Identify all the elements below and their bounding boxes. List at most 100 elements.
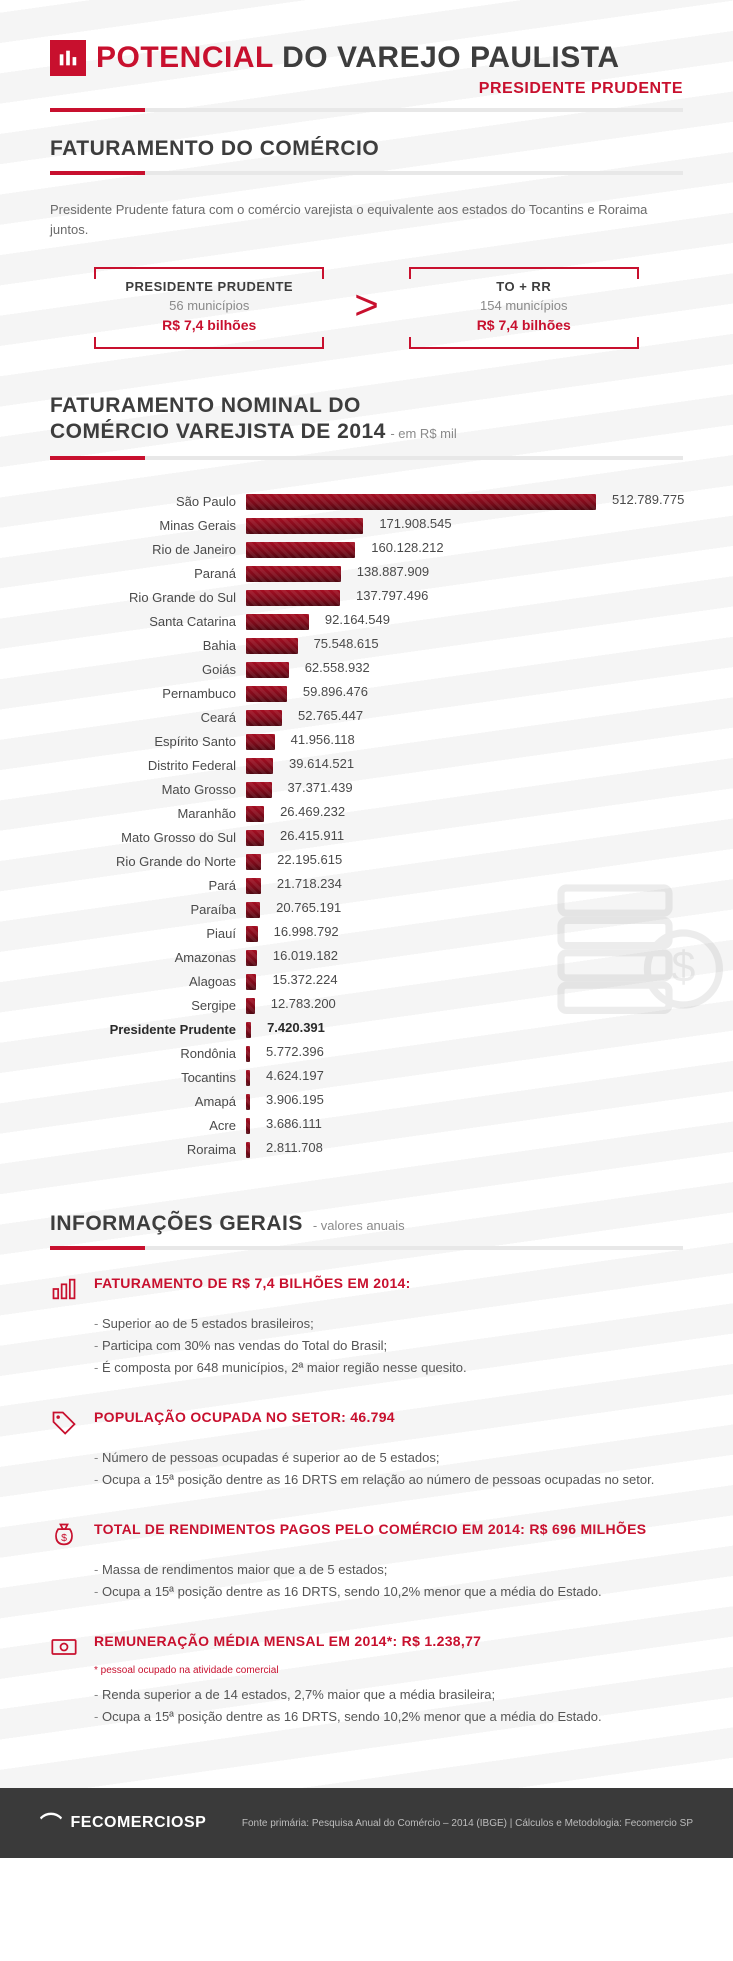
bar-track: 41.956.118	[246, 734, 683, 750]
bar-value: 171.908.545	[379, 516, 451, 531]
info-heading-value: R$ 1.238,77	[397, 1633, 481, 1649]
bar-label: Rio Grande do Norte	[50, 854, 246, 869]
info-bullet: Número de pessoas ocupadas é superior ao…	[94, 1447, 683, 1469]
info-section: $ TOTAL DE RENDIMENTOS PAGOS PELO COMÉRCI…	[50, 1521, 683, 1603]
bar-value: 3.686.111	[266, 1116, 322, 1131]
info-section: POPULAÇÃO OCUPADA NO SETOR: 46.794 Número…	[50, 1409, 683, 1491]
title-emphasis: POTENCIAL	[96, 41, 273, 74]
bar-track: 512.789.775	[246, 494, 683, 510]
bar-fill	[246, 1118, 250, 1134]
page-subtitle: PRESIDENTE PRUDENTE	[50, 80, 683, 98]
info-heading-value: R$ 696 MILHÕES	[525, 1521, 646, 1537]
bar-track: 138.887.909	[246, 566, 683, 582]
compare-right-sub: 154 municípios	[409, 298, 639, 313]
bar-fill	[246, 926, 258, 942]
bar-label: Rio Grande do Sul	[50, 590, 246, 605]
bar-row: Sergipe12.783.200	[50, 994, 683, 1018]
compare-right-value: R$ 7,4 bilhões	[409, 317, 639, 333]
info-head: FATURAMENTO DE R$ 7,4 BILHÕES EM 2014:	[50, 1275, 683, 1305]
divider	[50, 456, 683, 460]
bar-row: Amapá3.906.195	[50, 1090, 683, 1114]
info-footnote: * pessoal ocupado na atividade comercial	[94, 1665, 683, 1676]
info-title: INFORMAÇÕES GERAIS	[50, 1212, 303, 1236]
bar-row: Goiás62.558.932	[50, 658, 683, 682]
tag-icon	[50, 1409, 80, 1439]
bar-track: 16.998.792	[246, 926, 683, 942]
page: POTENCIAL DO VAREJO PAULISTA PRESIDENTE …	[0, 0, 733, 1788]
bar-value: 16.019.182	[273, 948, 338, 963]
bar-row: Santa Catarina 92.164.549	[50, 610, 683, 634]
comparator-symbol: >	[354, 281, 379, 329]
bar-track: 12.783.200	[246, 998, 683, 1014]
info-bullets: Superior ao de 5 estados brasileiros;Par…	[94, 1313, 683, 1379]
bill-icon	[50, 1633, 80, 1663]
info-bullet: Ocupa a 15ª posição dentre as 16 DRTS, s…	[94, 1581, 683, 1603]
bar-fill	[246, 1046, 250, 1062]
bar-track: 92.164.549	[246, 614, 683, 630]
bar-value: 7.420.391	[267, 1020, 325, 1035]
bar-row: Rio Grande do Norte22.195.615	[50, 850, 683, 874]
bar-track: 15.372.224	[246, 974, 683, 990]
bar-value: 62.558.932	[305, 660, 370, 675]
bar-row: Pará21.718.234	[50, 874, 683, 898]
bar-track: 137.797.496	[246, 590, 683, 606]
bar-fill	[246, 950, 257, 966]
bar-value: 92.164.549	[325, 612, 390, 627]
bar-value: 20.765.191	[276, 900, 341, 915]
bar-fill	[246, 686, 287, 702]
bar-label: Paraíba	[50, 902, 246, 917]
info-bullet: Participa com 30% nas vendas do Total do…	[94, 1335, 683, 1357]
bar-label: Sergipe	[50, 998, 246, 1013]
info-head: POPULAÇÃO OCUPADA NO SETOR: 46.794	[50, 1409, 683, 1439]
bar-fill	[246, 566, 341, 582]
bar-row: Tocantins4.624.197	[50, 1066, 683, 1090]
header: POTENCIAL DO VAREJO PAULISTA PRESIDENTE …	[50, 40, 683, 98]
bar-row: Bahia75.548.615	[50, 634, 683, 658]
bar-track: 4.624.197	[246, 1070, 683, 1086]
bar-fill	[246, 902, 260, 918]
bar-value: 5.772.396	[266, 1044, 324, 1059]
svg-text:$: $	[61, 1532, 67, 1544]
bar-track: 7.420.391	[246, 1022, 683, 1038]
bar-label: São Paulo	[50, 494, 246, 509]
bar-value: 16.998.792	[274, 924, 339, 939]
divider	[50, 171, 683, 175]
bar-fill	[246, 758, 273, 774]
bar-row: Ceará52.765.447	[50, 706, 683, 730]
bar-label: Tocantins	[50, 1070, 246, 1085]
chart-title-line1: FATURAMENTO NOMINAL DO	[50, 393, 683, 419]
bar-value: 52.765.447	[298, 708, 363, 723]
bar-label: Pernambuco	[50, 686, 246, 701]
bar-label: Bahia	[50, 638, 246, 653]
bar-track: 20.765.191	[246, 902, 683, 918]
info-heading-text: TOTAL DE RENDIMENTOS PAGOS PELO COMÉRCIO…	[94, 1521, 525, 1537]
bar-track: 39.614.521	[246, 758, 683, 774]
info-heading-text: FATURAMENTO DE R$ 7,4 BILHÕES EM 2014:	[94, 1275, 411, 1291]
bar-row: Rondônia5.772.396	[50, 1042, 683, 1066]
compare-right: TO + RR 154 municípios R$ 7,4 bilhões	[409, 267, 639, 343]
info-head: REMUNERAÇÃO MÉDIA MENSAL EM 2014*: R$ 1.…	[50, 1633, 683, 1663]
footer: ⌒ FECOMERCIOSP Fonte primária: Pesquisa …	[0, 1788, 733, 1858]
compare-right-name: TO + RR	[409, 279, 639, 294]
bar-label: Santa Catarina	[50, 614, 246, 629]
bars-icon	[50, 1275, 80, 1305]
bar-value: 21.718.234	[277, 876, 342, 891]
bar-fill	[246, 710, 282, 726]
section1-title: FATURAMENTO DO COMÉRCIO	[50, 137, 683, 161]
bar-row: Presidente Prudente7.420.391	[50, 1018, 683, 1042]
info-bullets: Número de pessoas ocupadas é superior ao…	[94, 1447, 683, 1491]
bar-fill	[246, 998, 255, 1014]
bar-label: Roraima	[50, 1142, 246, 1157]
bar-fill	[246, 518, 363, 534]
divider	[50, 108, 683, 112]
bar-track: 16.019.182	[246, 950, 683, 966]
bar-value: 512.789.775	[612, 492, 684, 507]
compare-left-value: R$ 7,4 bilhões	[94, 317, 324, 333]
info-section: REMUNERAÇÃO MÉDIA MENSAL EM 2014*: R$ 1.…	[50, 1633, 683, 1728]
bar-track: 26.415.911	[246, 830, 683, 846]
info-bullet: Ocupa a 15ª posição dentre as 16 DRTS em…	[94, 1469, 683, 1491]
footer-source: Fonte primária: Pesquisa Anual do Comérc…	[242, 1818, 693, 1829]
info-sections: FATURAMENTO DE R$ 7,4 BILHÕES EM 2014: Su…	[50, 1275, 683, 1729]
bar-fill	[246, 830, 264, 846]
info-heading: POPULAÇÃO OCUPADA NO SETOR: 46.794	[94, 1409, 395, 1425]
